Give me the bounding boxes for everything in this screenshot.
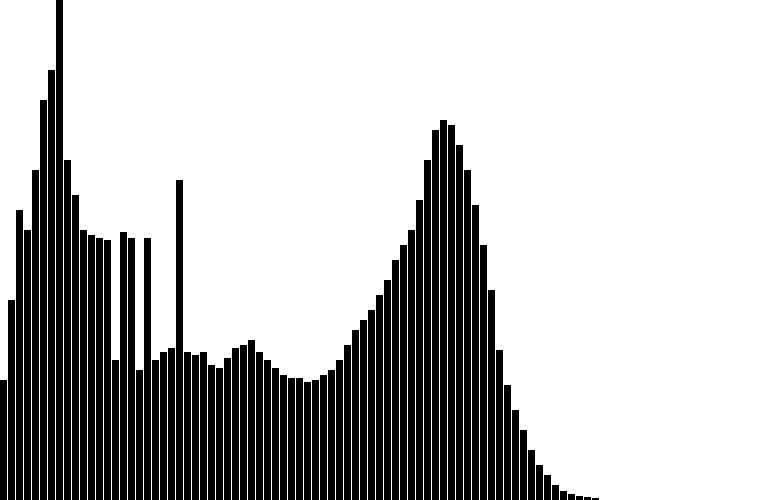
bar <box>120 232 127 500</box>
bar <box>16 210 23 500</box>
bar <box>464 170 471 500</box>
bar <box>424 160 431 500</box>
bar <box>568 494 575 500</box>
bar <box>296 378 303 500</box>
bar <box>96 238 103 500</box>
bar <box>448 125 455 500</box>
bar <box>408 230 415 500</box>
bar <box>520 430 527 500</box>
bar <box>560 491 567 500</box>
bar <box>32 170 39 500</box>
bar <box>136 370 143 500</box>
bar <box>176 180 183 500</box>
bar <box>208 365 215 500</box>
bar <box>528 450 535 500</box>
bar <box>288 378 295 500</box>
bar <box>72 195 79 500</box>
bar <box>512 410 519 500</box>
bar <box>352 330 359 500</box>
bar <box>80 230 87 500</box>
bar <box>488 290 495 500</box>
bar <box>304 382 311 500</box>
bar <box>192 355 199 500</box>
bar <box>592 498 599 500</box>
bar <box>504 385 511 500</box>
bar <box>360 320 367 500</box>
bar <box>264 360 271 500</box>
bar <box>184 352 191 500</box>
bar <box>584 497 591 500</box>
bar <box>48 70 55 500</box>
bar <box>200 352 207 500</box>
bar <box>40 100 47 500</box>
bar <box>0 380 7 500</box>
bar <box>168 348 175 500</box>
bar <box>128 238 135 500</box>
bar <box>272 368 279 500</box>
bar <box>392 260 399 500</box>
bar <box>312 380 319 500</box>
bar <box>376 295 383 500</box>
bar <box>432 130 439 500</box>
bar <box>240 345 247 500</box>
bar <box>456 145 463 500</box>
bar <box>56 0 63 500</box>
bar <box>416 200 423 500</box>
bar <box>384 280 391 500</box>
bar <box>8 300 15 500</box>
bar <box>256 352 263 500</box>
bar <box>440 120 447 500</box>
bar <box>112 360 119 500</box>
bar <box>336 360 343 500</box>
bar <box>152 360 159 500</box>
bar <box>368 310 375 500</box>
bar <box>216 368 223 500</box>
bar <box>88 235 95 500</box>
bar <box>472 205 479 500</box>
bar <box>480 245 487 500</box>
bar <box>104 240 111 500</box>
bar <box>552 485 559 500</box>
bar <box>496 350 503 500</box>
bar <box>24 230 31 500</box>
bar <box>232 348 239 500</box>
bar <box>144 238 151 500</box>
bar <box>544 475 551 500</box>
bar <box>576 496 583 500</box>
bar <box>328 370 335 500</box>
bar <box>400 245 407 500</box>
bar <box>280 375 287 500</box>
bar <box>224 358 231 500</box>
bar <box>248 340 255 500</box>
bar <box>536 465 543 500</box>
bar <box>64 160 71 500</box>
bar <box>160 352 167 500</box>
bar <box>320 375 327 500</box>
bar <box>344 345 351 500</box>
